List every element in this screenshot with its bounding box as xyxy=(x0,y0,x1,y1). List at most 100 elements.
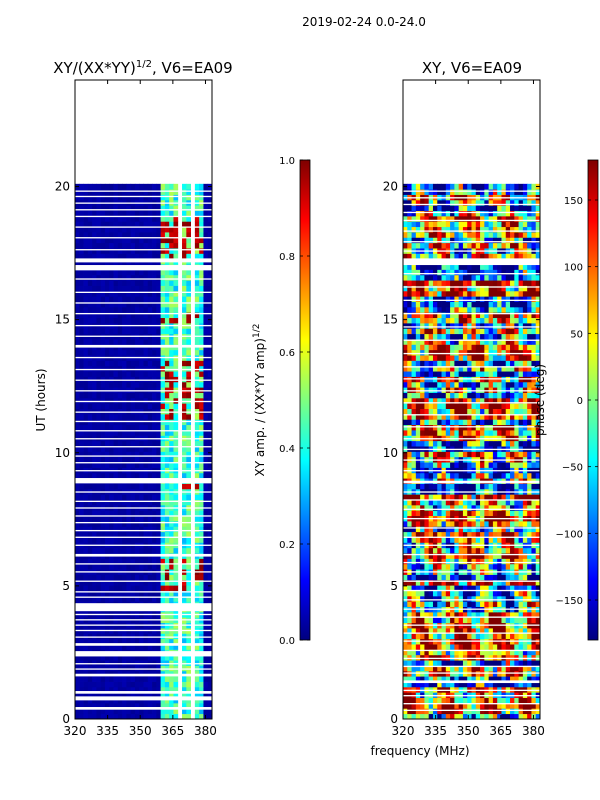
p1-heatmap-cell xyxy=(117,451,123,458)
p1-heatmap-cell xyxy=(104,665,110,672)
p2-heatmap-cell xyxy=(411,440,417,447)
p1-heatmap-cell xyxy=(79,317,84,324)
p2-heatmap-cell xyxy=(428,697,434,704)
p1-ytick-label: 5 xyxy=(62,579,70,593)
p1-heatmap-cell xyxy=(182,660,187,666)
p1-heatmap-cell xyxy=(152,456,157,463)
p1-heatmap-cell xyxy=(173,526,179,533)
p2-heatmap-cell xyxy=(437,424,442,431)
p2-heatmap-cell xyxy=(484,526,490,533)
p1-heatmap-cell xyxy=(130,526,136,533)
p1-heatmap-cell xyxy=(152,537,157,543)
p1-heatmap-cell xyxy=(130,579,136,586)
p1-heatmap-cell xyxy=(100,232,106,238)
p1-heatmap-cell xyxy=(75,301,80,308)
p1-heatmap-cell xyxy=(152,686,157,693)
p1-heatmap-cell xyxy=(113,547,119,554)
p1-heatmap-cell xyxy=(160,424,166,431)
p1-heatmap-cell xyxy=(173,296,179,302)
p1-heatmap-cell xyxy=(156,537,162,543)
p1-heatmap-cell xyxy=(117,713,123,720)
p1-heatmap-cell xyxy=(173,708,179,715)
p2-heatmap-cell xyxy=(415,708,421,715)
p1-heatmap-cell xyxy=(203,510,209,517)
p1-heatmap-cell xyxy=(104,253,110,260)
p1-heatmap-cell xyxy=(186,392,191,399)
p1-heatmap-cell xyxy=(164,654,170,661)
p2-heatmap-cell xyxy=(518,462,524,468)
p2-heatmap-cell xyxy=(531,563,537,570)
p1-heatmap-cell xyxy=(147,713,153,720)
p1-heatmap-cell xyxy=(75,280,80,286)
p1-heatmap-cell xyxy=(100,462,106,468)
p1-gap-stripe xyxy=(75,624,212,626)
p2-heatmap-cell xyxy=(462,547,468,554)
p1-heatmap-cell xyxy=(173,317,179,324)
p1-heatmap-cell xyxy=(169,526,174,533)
p2-heatmap-cell xyxy=(403,472,408,479)
p1-heatmap-cell xyxy=(109,269,114,276)
p1-heatmap-cell xyxy=(75,681,80,688)
p2-heatmap-cell xyxy=(522,660,528,666)
p1-heatmap-cell xyxy=(109,654,114,661)
p2-heatmap-cell xyxy=(527,708,532,715)
p1-heatmap-cell xyxy=(122,462,127,468)
p1-heatmap-cell xyxy=(130,633,136,640)
p1-heatmap-cell xyxy=(164,692,170,698)
p1-heatmap-cell xyxy=(83,451,89,458)
p1-heatmap-cell xyxy=(203,676,209,682)
p2-heatmap-cell xyxy=(432,590,438,597)
p1-heatmap-cell xyxy=(199,306,204,313)
p1-heatmap-cell xyxy=(169,349,174,356)
p1-heatmap-cell xyxy=(122,456,127,463)
p2-heatmap-cell xyxy=(454,660,460,666)
p2-heatmap-cell xyxy=(531,611,537,618)
p2-heatmap-cell xyxy=(510,665,515,672)
p2-heatmap-cell xyxy=(497,510,502,517)
p1-heatmap-cell xyxy=(160,499,166,506)
p1-heatmap-cell xyxy=(113,381,119,388)
p1-heatmap-cell xyxy=(173,456,179,463)
p1-heatmap-cell xyxy=(130,269,136,276)
p1-heatmap-cell xyxy=(104,205,110,211)
p1-heatmap-cell xyxy=(134,296,140,302)
p2-heatmap-cell xyxy=(445,553,451,559)
p2-heatmap-cell xyxy=(415,585,421,591)
p2-heatmap-cell xyxy=(522,563,528,570)
p1-heatmap-cell xyxy=(156,430,162,436)
p1-heatmap-cell xyxy=(96,274,102,281)
p1-heatmap-cell xyxy=(126,456,132,463)
p2-heatmap-cell xyxy=(475,579,481,586)
p2-heatmap-cell xyxy=(514,504,519,511)
p1-heatmap-cell xyxy=(156,306,162,313)
p2-heatmap-cell xyxy=(437,430,442,436)
p1-heatmap-cell xyxy=(207,371,213,377)
p1-heatmap-cell xyxy=(160,563,166,570)
p1-heatmap-cell xyxy=(143,387,149,393)
p1-heatmap-cell xyxy=(156,547,162,554)
p1-heatmap-cell xyxy=(194,387,200,393)
p1-heatmap-cell xyxy=(143,215,149,222)
p2-heatmap-cell xyxy=(510,430,515,436)
p1-heatmap-cell xyxy=(203,483,209,490)
p1-heatmap-cell xyxy=(207,290,213,297)
p2-heatmap-cell xyxy=(531,595,537,602)
p1-heatmap-cell xyxy=(96,713,102,720)
p2-heatmap-cell xyxy=(420,579,425,586)
p1-heatmap-cell xyxy=(87,585,93,591)
p1-heatmap-cell xyxy=(130,242,136,249)
p1-heatmap-cell xyxy=(139,269,144,276)
p1-heatmap-cell xyxy=(109,301,114,308)
p2-heatmap-cell xyxy=(454,601,460,608)
p1-heatmap-cell xyxy=(160,381,166,388)
p1-heatmap-cell xyxy=(104,381,110,388)
p1-heatmap-cell xyxy=(126,510,132,517)
p2-heatmap-cell xyxy=(403,526,408,533)
p1-heatmap-cell xyxy=(139,633,144,640)
p2-heatmap-cell xyxy=(471,499,477,506)
p2-heatmap-cell xyxy=(475,665,481,672)
p2-heatmap-cell xyxy=(445,713,451,720)
p1-heatmap-cell xyxy=(134,686,140,693)
p2-heatmap-cell xyxy=(467,611,472,618)
p1-heatmap-cell xyxy=(182,708,187,715)
